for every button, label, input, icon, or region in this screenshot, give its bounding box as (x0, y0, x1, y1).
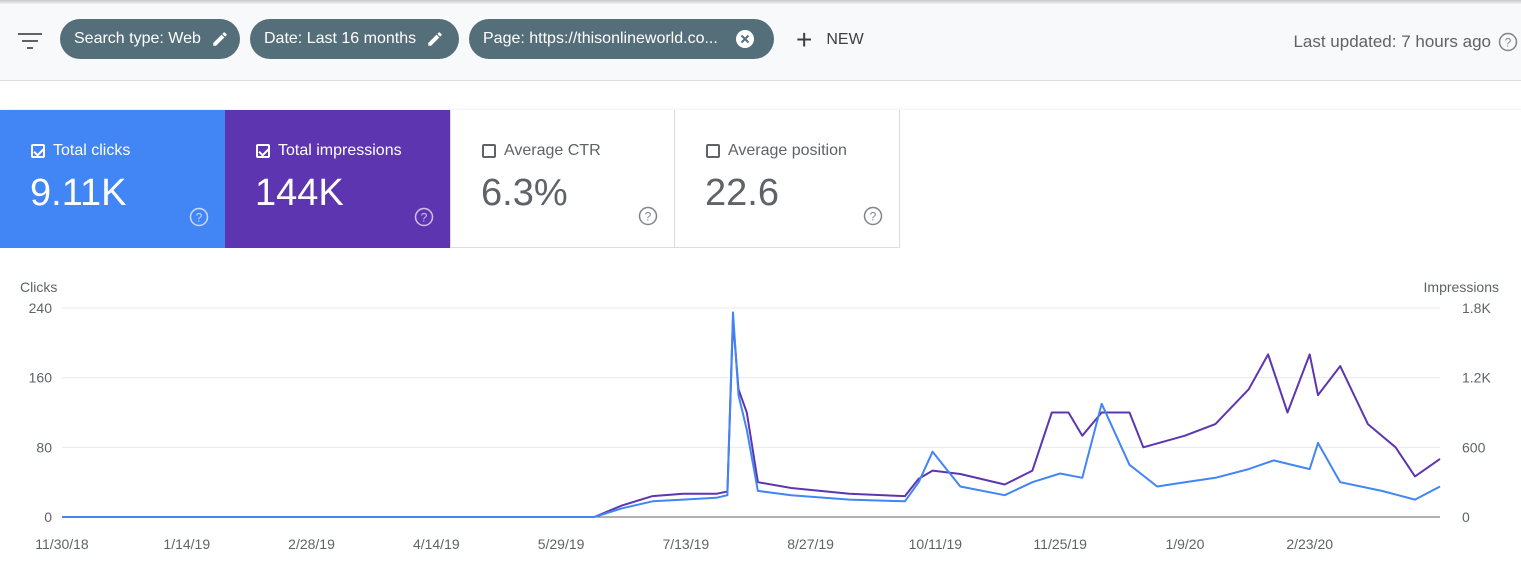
y-tick-label-left: 0 (44, 509, 52, 525)
y-tick-label-left: 160 (29, 370, 53, 386)
x-tick-label: 1/14/19 (163, 536, 210, 552)
checkbox-checked[interactable] (256, 144, 270, 158)
filter-chip-date[interactable]: Date: Last 16 months (250, 19, 459, 59)
y-tick-label-left: 240 (29, 300, 53, 316)
metric-average-ctr[interactable]: Average CTR 6.3% ? (450, 110, 675, 248)
filter-bar: Search type: Web Date: Last 16 months Pa… (0, 4, 1521, 81)
new-filter-label: NEW (826, 31, 864, 48)
filter-chip-search-type[interactable]: Search type: Web (60, 19, 240, 59)
y-axis-title-right: Impressions (1424, 279, 1499, 295)
pencil-icon[interactable] (426, 30, 444, 48)
y-tick-label-right: 1.2K (1462, 370, 1491, 386)
x-tick-label: 10/11/19 (909, 536, 963, 552)
metric-total-impressions[interactable]: Total impressions 144K ? (225, 110, 450, 248)
x-tick-label: 4/14/19 (413, 536, 460, 552)
x-tick-label: 7/13/19 (662, 536, 709, 552)
x-tick-label: 11/25/19 (1033, 536, 1087, 552)
plus-icon: + (796, 24, 813, 55)
filter-chip-label: Page: https://thisonlineworld.co... (483, 30, 718, 47)
help-icon[interactable]: ? (414, 207, 434, 232)
y-axis-title-left: Clicks (20, 279, 57, 295)
filter-chip-page[interactable]: Page: https://thisonlineworld.co... (469, 19, 774, 59)
metric-label: Average position (728, 142, 847, 159)
metric-value: 144K (255, 172, 344, 214)
metric-average-position[interactable]: Average position 22.6 ? (675, 110, 900, 248)
pencil-icon[interactable] (211, 30, 229, 48)
svg-text:?: ? (421, 211, 428, 225)
checkbox-checked[interactable] (31, 144, 45, 158)
svg-text:?: ? (870, 210, 877, 224)
performance-card: Total clicks 9.11K ? Total impressions 1… (0, 110, 1521, 577)
metric-value: 6.3% (481, 172, 568, 214)
checkbox-unchecked[interactable] (482, 144, 496, 158)
filter-chip-label: Search type: Web (74, 30, 201, 47)
help-icon[interactable]: ? (863, 206, 883, 231)
new-filter-button[interactable]: + NEW (796, 24, 864, 55)
x-tick-label: 2/23/20 (1286, 536, 1333, 552)
metric-label: Total clicks (53, 142, 131, 159)
filter-icon[interactable] (18, 33, 42, 49)
checkbox-unchecked[interactable] (706, 144, 720, 158)
performance-chart: Clicks Impressions 0 0 80 600 160 1.2K 240 1.8K 11… (20, 279, 1499, 552)
metric-header: Total impressions (256, 142, 402, 160)
svg-text:?: ? (645, 210, 652, 224)
help-icon[interactable]: ? (189, 207, 209, 232)
close-icon[interactable] (735, 30, 754, 48)
last-updated-text: Last updated: 7 hours ago (1293, 32, 1491, 51)
metric-total-clicks[interactable]: Total clicks 9.11K ? (0, 110, 225, 248)
y-tick-label-left: 80 (36, 439, 52, 455)
metric-header: Average CTR (482, 142, 601, 160)
metric-header: Total clicks (31, 142, 130, 160)
x-tick-label: 2/28/19 (288, 536, 335, 552)
x-tick-label: 8/27/19 (787, 536, 834, 552)
help-icon[interactable]: ? (638, 206, 658, 231)
metric-value: 9.11K (30, 172, 127, 214)
svg-text:?: ? (196, 211, 203, 225)
help-icon[interactable]: ? (1498, 32, 1518, 57)
svg-text:?: ? (1505, 36, 1512, 50)
series-line-impressions (62, 318, 1441, 518)
x-tick-label: 5/29/19 (538, 536, 585, 552)
series-line-clicks (62, 311, 1441, 518)
y-tick-label-right: 1.8K (1462, 300, 1491, 316)
x-tick-label: 1/9/20 (1165, 536, 1204, 552)
y-tick-label-right: 600 (1462, 439, 1486, 455)
metric-label: Average CTR (504, 142, 601, 159)
top-shadow (0, 0, 1521, 4)
metric-header: Average position (706, 142, 847, 160)
x-tick-label: 11/30/18 (35, 536, 89, 552)
filter-chip-label: Date: Last 16 months (264, 30, 417, 47)
metric-value: 22.6 (705, 172, 779, 214)
metric-label: Total impressions (278, 142, 402, 159)
y-tick-label-right: 0 (1462, 509, 1470, 525)
